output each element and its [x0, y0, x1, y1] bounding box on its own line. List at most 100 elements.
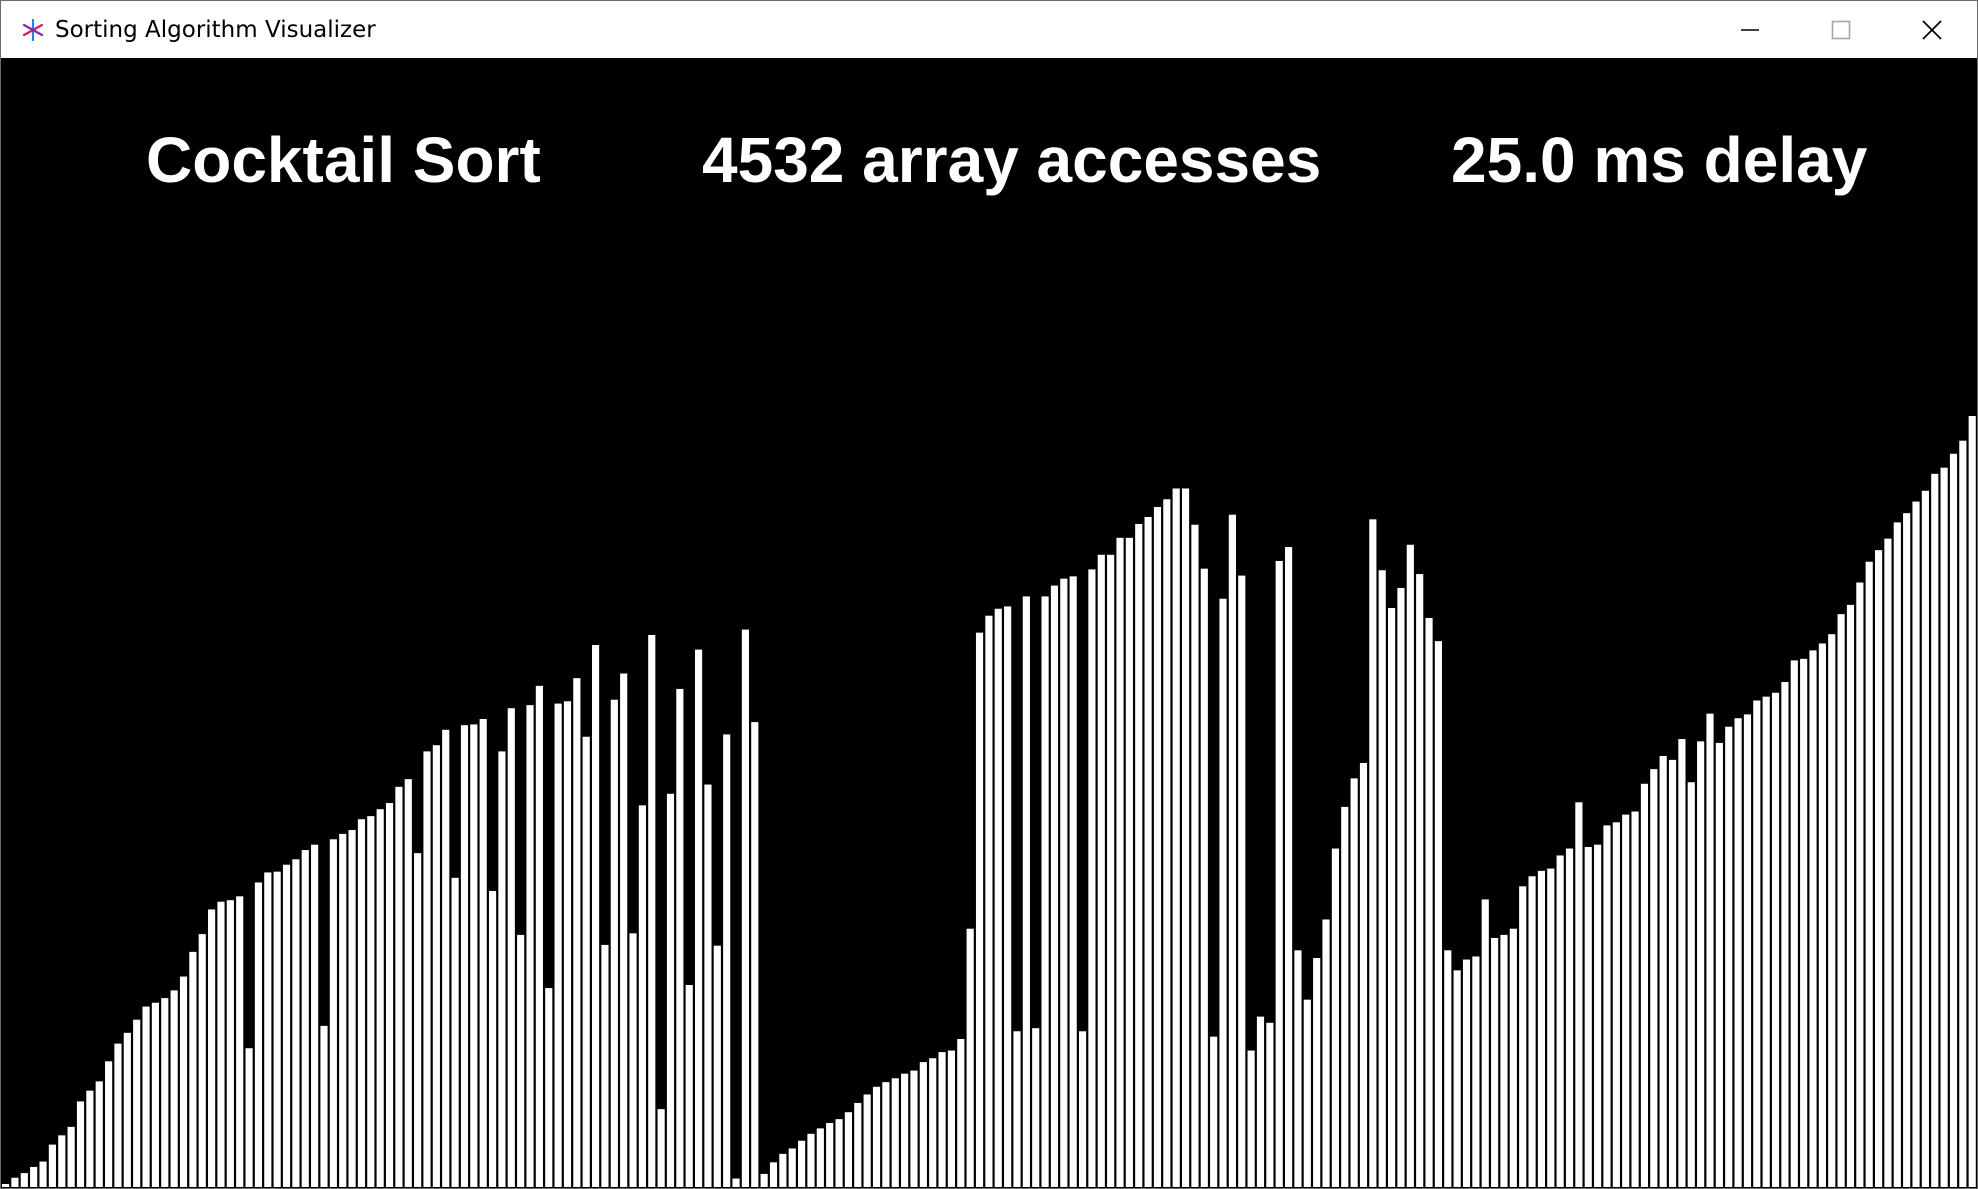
array-accesses-counter: 4532 array accesses: [702, 124, 1322, 196]
array-bar: [273, 871, 281, 1187]
array-bar: [1500, 934, 1508, 1187]
app-star-icon: [19, 16, 47, 44]
array-bar: [1481, 899, 1489, 1187]
title-bar[interactable]: Sorting Algorithm Visualizer: [1, 1, 1977, 58]
array-bar: [320, 1025, 328, 1187]
array-bar: [1472, 956, 1480, 1187]
array-bar: [891, 1078, 899, 1187]
array-bar: [1640, 783, 1649, 1187]
array-bar: [1706, 713, 1714, 1187]
array-bar: [1903, 513, 1911, 1187]
array-bar: [676, 688, 684, 1187]
array-bar: [732, 1178, 740, 1187]
array-bar: [919, 1062, 927, 1187]
minimize-icon: [1740, 28, 1759, 31]
array-bar: [929, 1058, 937, 1187]
array-bar: [507, 708, 515, 1187]
array-bar: [1659, 756, 1667, 1187]
array-bar: [1434, 641, 1442, 1187]
array-bar: [329, 839, 337, 1187]
close-icon: [1921, 19, 1942, 40]
array-bar: [1097, 554, 1105, 1187]
array-bar: [563, 701, 572, 1187]
array-bar: [1416, 574, 1424, 1187]
array-bar: [751, 722, 759, 1187]
array-bar: [1341, 806, 1349, 1187]
bar-chart: [2, 416, 1976, 1188]
array-bar: [1612, 822, 1620, 1187]
array-bar: [376, 809, 384, 1187]
array-bar: [20, 1173, 28, 1187]
array-bar: [1846, 604, 1855, 1187]
array-bar: [423, 751, 431, 1187]
array-bar: [95, 1081, 103, 1187]
array-bar: [1219, 598, 1227, 1187]
array-bar: [236, 896, 244, 1187]
array-bar: [582, 736, 590, 1187]
array-bar: [198, 934, 206, 1187]
array-bar: [610, 699, 618, 1187]
array-bar: [938, 1052, 946, 1187]
array-bar: [1828, 634, 1836, 1187]
array-bar: [1959, 440, 1967, 1187]
array-bar: [1509, 928, 1517, 1187]
array-bar: [601, 944, 609, 1187]
close-button[interactable]: [1886, 1, 1977, 58]
array-bar: [76, 1101, 85, 1187]
array-bar: [1181, 488, 1190, 1188]
array-bar: [779, 1153, 787, 1187]
array-bar: [713, 945, 721, 1187]
array-bar: [1256, 1016, 1265, 1187]
array-bar: [470, 724, 478, 1187]
array-bar: [863, 1094, 871, 1187]
array-bar: [807, 1133, 815, 1187]
array-bar: [872, 1086, 881, 1187]
array-bar: [404, 779, 412, 1187]
array-bar: [292, 859, 300, 1188]
array-bar: [1369, 519, 1377, 1187]
array-bar: [1388, 607, 1396, 1187]
window-controls: [1704, 1, 1977, 58]
minimize-button[interactable]: [1704, 1, 1795, 58]
array-bar: [395, 786, 403, 1187]
array-bar: [1135, 523, 1143, 1187]
array-bar: [1528, 876, 1536, 1187]
array-bar: [1425, 618, 1433, 1187]
array-bar: [629, 933, 637, 1187]
array-bar: [975, 632, 984, 1187]
array-bar: [1668, 759, 1677, 1187]
array-bar: [1041, 596, 1049, 1187]
array-bar: [1631, 811, 1639, 1187]
array-bar: [1153, 506, 1162, 1188]
array-bar: [1753, 700, 1761, 1187]
array-bar: [648, 634, 656, 1187]
array-bar: [367, 816, 375, 1187]
array-bar: [835, 1119, 843, 1187]
array-bar: [1116, 537, 1124, 1187]
array-bar: [1622, 814, 1630, 1187]
array-bar: [704, 784, 712, 1187]
array-bar: [966, 928, 974, 1187]
array-bar: [114, 1043, 122, 1187]
array-bar: [245, 1048, 253, 1187]
array-bar: [1088, 569, 1096, 1187]
maximize-button[interactable]: [1795, 1, 1886, 58]
array-bar: [685, 985, 693, 1187]
array-bar: [816, 1128, 824, 1187]
array-bar: [1060, 578, 1068, 1187]
array-bar: [11, 1177, 19, 1187]
array-bar: [498, 751, 506, 1187]
array-bar: [1331, 848, 1339, 1187]
array-bar: [1453, 970, 1461, 1187]
array-bar: [985, 615, 993, 1187]
array-bar: [1743, 714, 1752, 1187]
array-bar: [1678, 739, 1686, 1187]
array-bar: [311, 844, 319, 1187]
array-bar: [1200, 568, 1208, 1187]
array-bar: [1050, 585, 1059, 1187]
array-bar: [1350, 778, 1358, 1187]
array-bar: [788, 1148, 796, 1187]
array-bar: [591, 644, 600, 1187]
array-bar: [1172, 488, 1180, 1188]
array-bar: [142, 1006, 150, 1187]
